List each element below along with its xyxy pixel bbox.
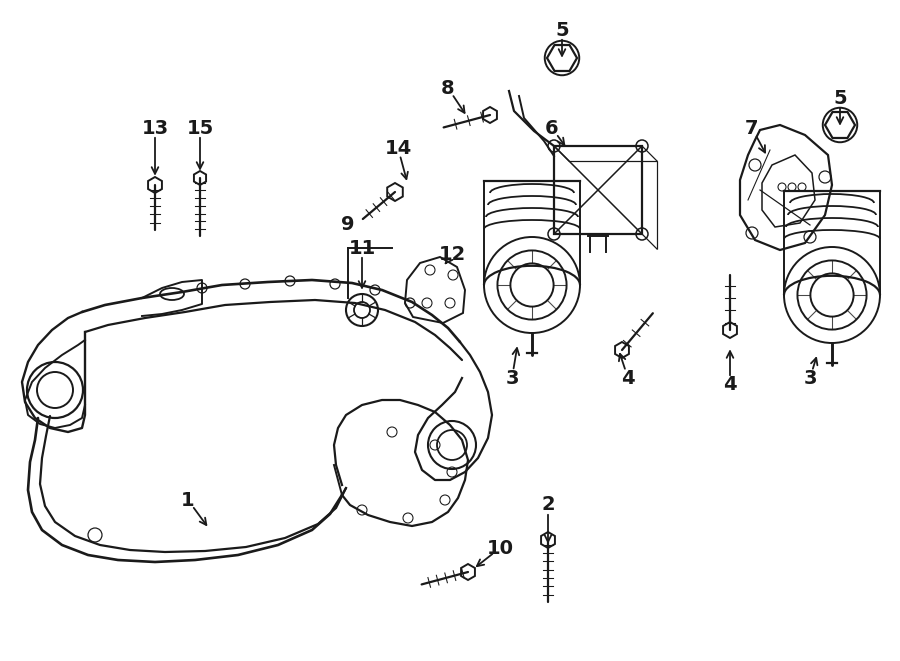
Text: 8: 8 — [441, 79, 454, 98]
Text: 4: 4 — [621, 368, 634, 387]
Text: 10: 10 — [487, 539, 514, 557]
Text: 12: 12 — [438, 245, 465, 264]
Text: 15: 15 — [186, 118, 213, 137]
Text: 5: 5 — [833, 89, 847, 108]
Text: 5: 5 — [555, 20, 569, 40]
Text: 13: 13 — [141, 118, 168, 137]
Text: 2: 2 — [541, 496, 554, 514]
Text: 4: 4 — [724, 375, 737, 395]
Text: 9: 9 — [341, 215, 355, 235]
Text: 3: 3 — [803, 368, 817, 387]
Text: 6: 6 — [545, 118, 559, 137]
Text: 11: 11 — [348, 239, 375, 258]
Text: 1: 1 — [181, 490, 194, 510]
Text: 3: 3 — [505, 368, 518, 387]
Text: 7: 7 — [745, 118, 759, 137]
Text: 14: 14 — [384, 139, 411, 157]
